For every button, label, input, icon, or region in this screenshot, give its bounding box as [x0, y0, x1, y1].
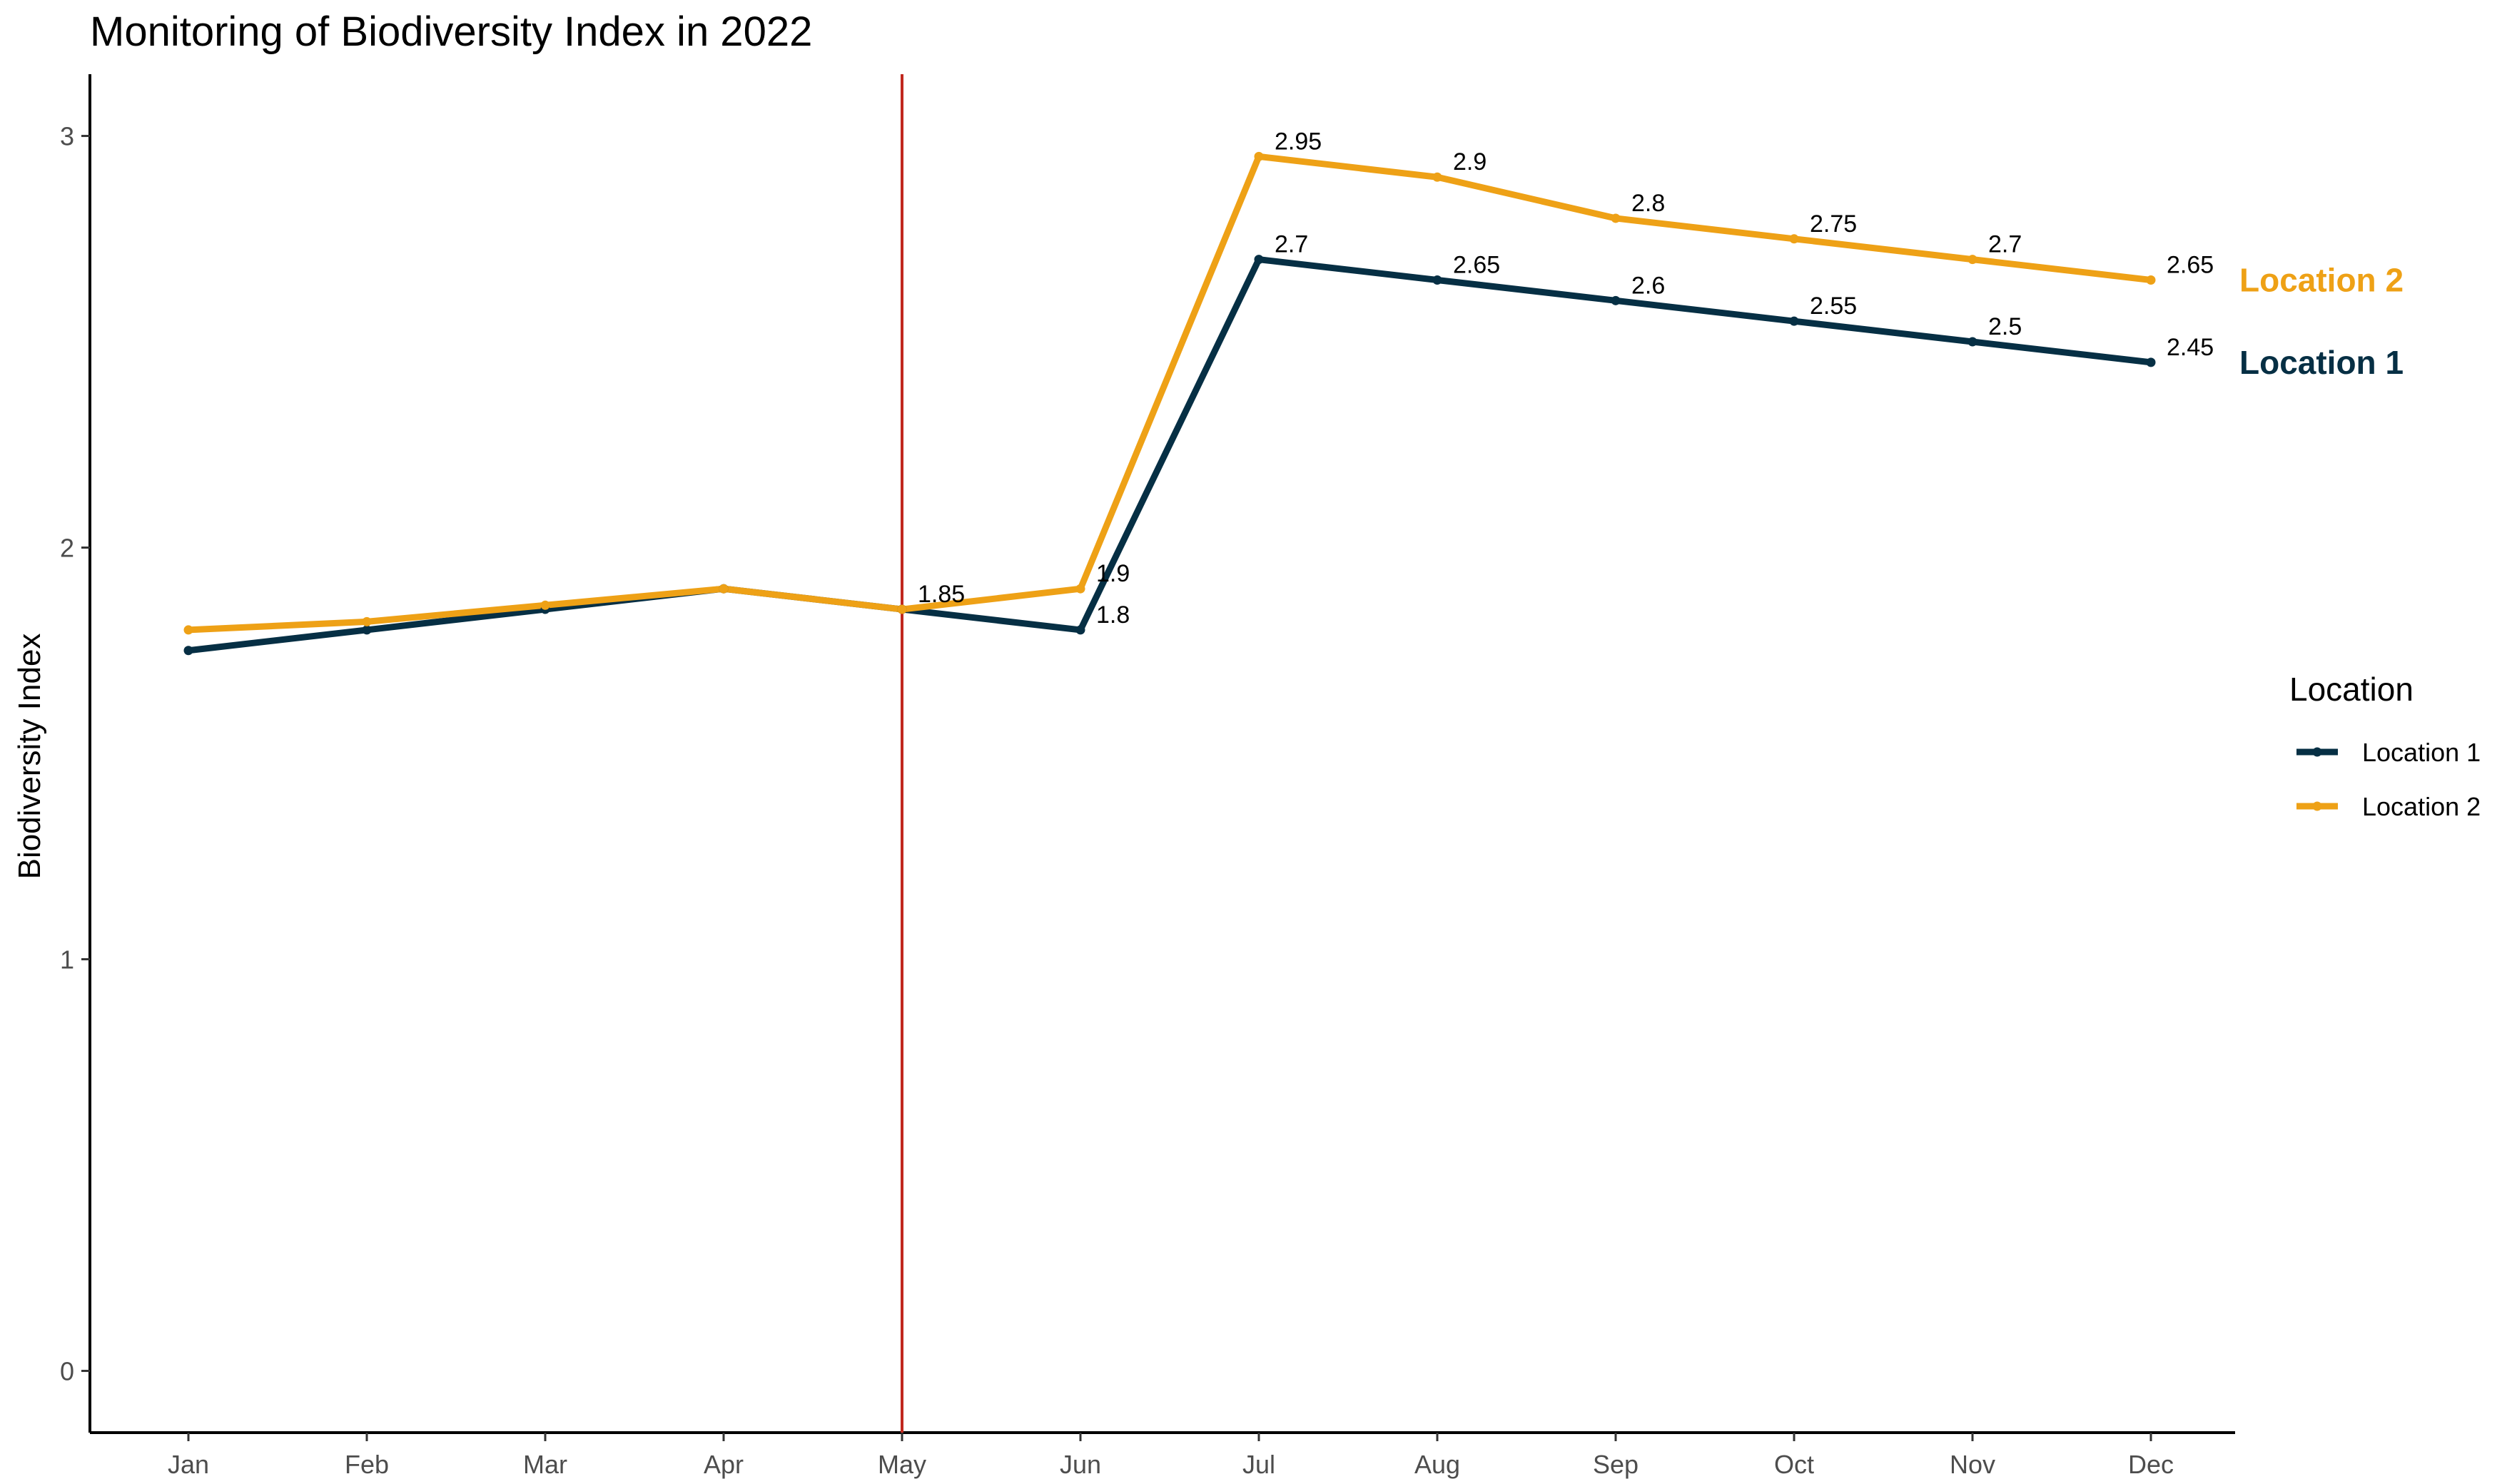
data-label: 2.55 [1810, 293, 1857, 320]
x-tick-label: Oct [1774, 1450, 1814, 1479]
data-point [1789, 316, 1799, 326]
data-point [2146, 275, 2156, 285]
x-tick-label: Jun [1060, 1450, 1101, 1479]
legend-key-point [2312, 801, 2322, 811]
data-point [183, 646, 193, 656]
data-label: 1.85 [918, 581, 965, 608]
y-tick-label: 0 [60, 1356, 74, 1386]
data-label: 2.95 [1275, 128, 1322, 155]
data-point [183, 625, 193, 635]
data-point [719, 584, 729, 594]
series-line [185, 153, 2154, 634]
series-line [185, 256, 2154, 654]
data-point [897, 604, 907, 614]
series-end-label: Location 2 [2239, 261, 2404, 298]
data-point [362, 616, 372, 626]
data-label: 2.65 [1453, 251, 1500, 278]
data-point [1254, 151, 1264, 161]
data-point [540, 600, 550, 610]
x-tick-label: Sep [1593, 1450, 1639, 1479]
x-tick-label: Jan [168, 1450, 209, 1479]
data-label: 2.7 [1275, 231, 1308, 258]
data-label: 2.6 [1631, 272, 1665, 299]
chart-title: Monitoring of Biodiversity Index in 2022 [90, 9, 812, 55]
data-point [1075, 625, 1085, 635]
y-axis-title: Biodiversity Index [12, 634, 47, 880]
x-tick-label: Nov [1950, 1450, 1995, 1479]
x-tick-label: Mar [523, 1450, 567, 1479]
legend-key-point [2312, 747, 2322, 757]
plot-area: 0 1 2 3 Jan Feb Mar Apr May Jun Jul Aug Sep Oct Nov Dec… [60, 74, 2404, 1479]
x-tick-label: Aug [1414, 1450, 1460, 1479]
data-label: 1.9 [1096, 560, 1130, 587]
series-end-label: Location 1 [2239, 344, 2404, 381]
x-tick-label: May [878, 1450, 926, 1479]
y-tick-label: 3 [60, 122, 74, 151]
data-point [1611, 295, 1621, 305]
data-point [2146, 357, 2156, 367]
data-point [1075, 584, 1085, 594]
data-label: 2.65 [2167, 251, 2214, 278]
x-tick-label: Apr [704, 1450, 744, 1479]
data-point [1967, 337, 1977, 347]
data-label: 2.45 [2167, 334, 2214, 361]
data-label: 2.7 [1988, 231, 2022, 258]
data-label: 2.8 [1631, 190, 1665, 217]
x-tick-label: Feb [345, 1450, 389, 1479]
legend-label: Location 2 [2362, 792, 2481, 821]
x-tick-label: Jul [1242, 1450, 1275, 1479]
data-point [1789, 234, 1799, 244]
data-point [1254, 255, 1264, 265]
data-label: 2.5 [1988, 313, 2022, 340]
legend-title: Location [2289, 671, 2414, 708]
y-tick-label: 1 [60, 945, 74, 974]
data-label: 1.8 [1096, 601, 1130, 629]
data-point [1432, 172, 1442, 182]
data-label: 2.9 [1453, 148, 1487, 176]
data-point [1432, 275, 1442, 285]
data-point [362, 625, 372, 635]
x-tick-label: Dec [2128, 1450, 2174, 1479]
legend-label: Location 1 [2362, 738, 2481, 767]
legend: Location Location 1 Location 2 [2289, 671, 2481, 821]
data-point [1967, 255, 1977, 265]
y-tick-label: 2 [60, 534, 74, 563]
data-point [1611, 213, 1621, 223]
data-label: 2.75 [1810, 210, 1857, 238]
